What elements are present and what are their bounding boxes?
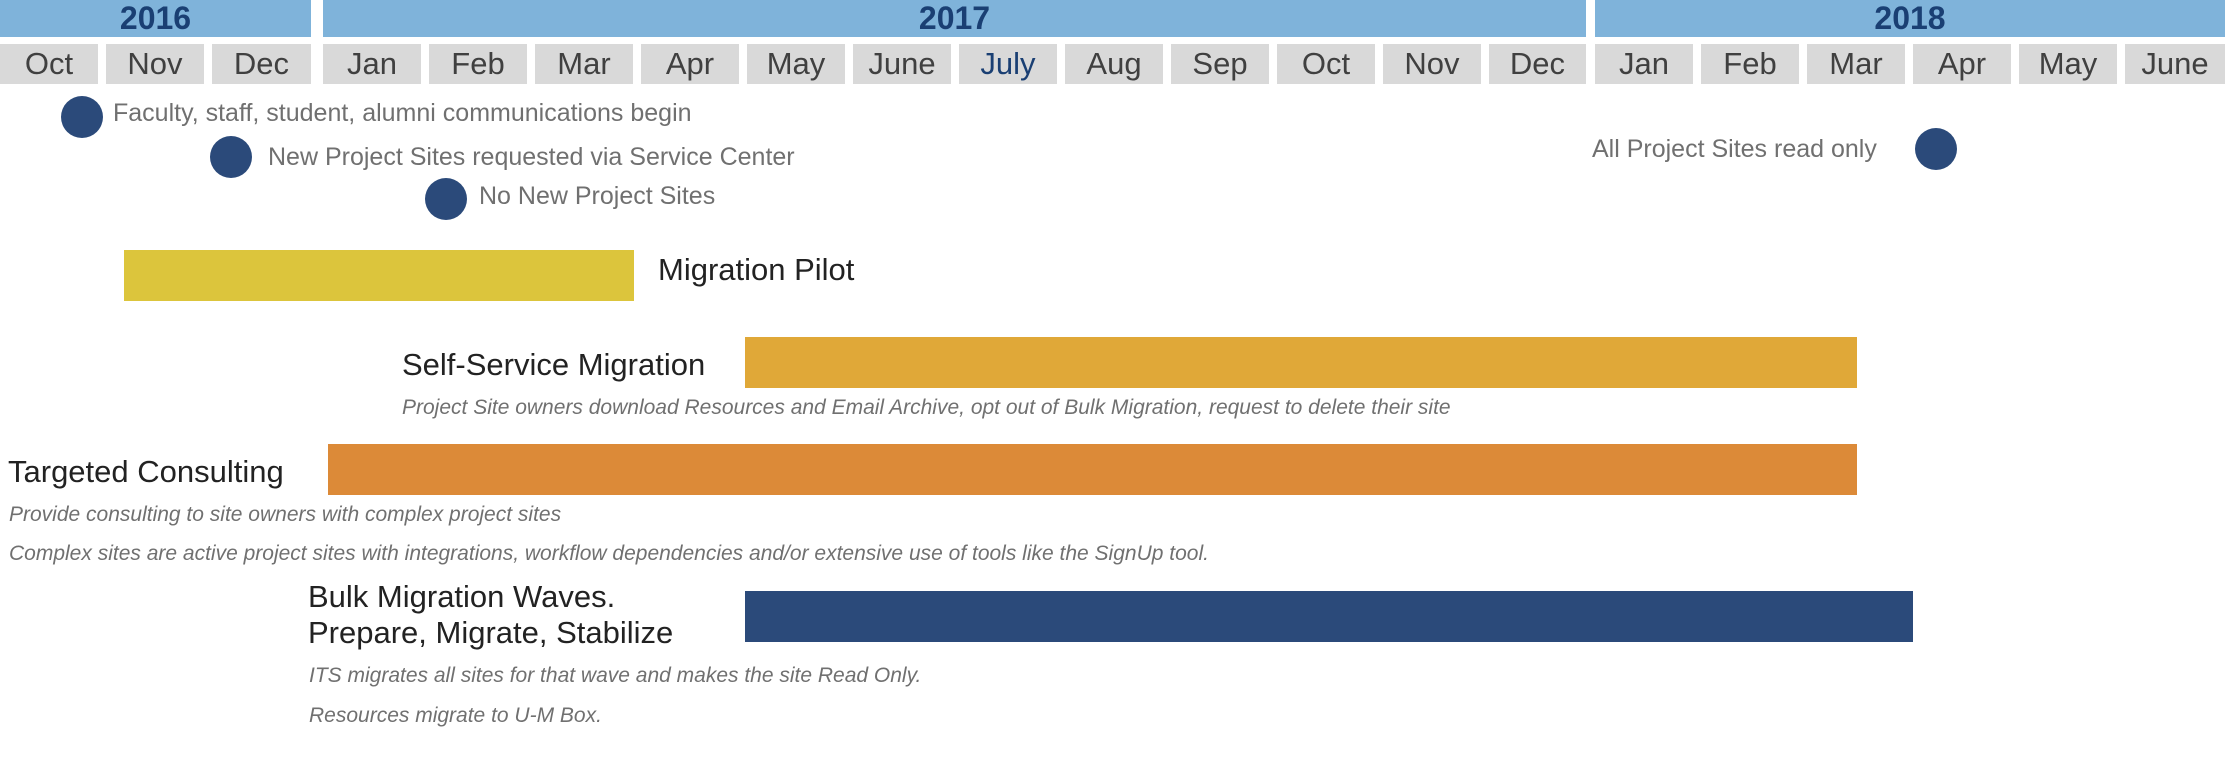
- milestone-no-new-sites-text: No New Project Sites: [479, 182, 716, 210]
- targeted-consulting-label: Targeted Consulting: [8, 454, 284, 489]
- year-label: 2017: [918, 0, 991, 36]
- self-service-label: Self-Service Migration: [402, 347, 706, 382]
- milestone-dot: [1915, 128, 1957, 170]
- year-label: 2016: [119, 0, 192, 36]
- month-cell: May: [747, 44, 845, 84]
- year-label: 2018: [1874, 0, 1946, 36]
- month-cell: Nov: [106, 44, 204, 84]
- month-cell: June: [853, 44, 951, 84]
- milestone-communications-text: Faculty, staff, student, alumni communic…: [113, 99, 692, 127]
- milestone-dot: [61, 96, 103, 138]
- month-cell: Jan: [1595, 44, 1693, 84]
- self-service-bar: [745, 337, 1857, 388]
- year-2017: 2017: [323, 0, 1586, 37]
- month-cell: June: [2125, 44, 2225, 84]
- bulk-migration-label-line1: Bulk Migration Waves.: [308, 579, 616, 614]
- month-cell: Apr: [1913, 44, 2011, 84]
- migration-pilot-label: Migration Pilot: [658, 252, 855, 287]
- migration-pilot-bar: [124, 250, 634, 301]
- targeted-consulting-bar: [328, 444, 1857, 495]
- month-cell: Apr: [641, 44, 739, 84]
- consulting-note-1: Provide consulting to site owners with c…: [9, 503, 562, 526]
- month-cell: Nov: [1383, 44, 1481, 84]
- month-cell: Sep: [1171, 44, 1269, 84]
- month-cell-highlighted: July: [959, 44, 1057, 84]
- month-cell: Jan: [323, 44, 421, 84]
- month-cell: Mar: [1807, 44, 1905, 84]
- month-cell: May: [2019, 44, 2117, 84]
- month-cell: Mar: [535, 44, 633, 84]
- month-cell: Oct: [1277, 44, 1375, 84]
- milestone-dot: [210, 136, 252, 178]
- year-2016: 2016: [0, 0, 311, 37]
- self-service-note: Project Site owners download Resources a…: [402, 396, 1451, 419]
- milestone-read-only-text: All Project Sites read only: [1592, 135, 1877, 163]
- month-cell: Dec: [1489, 44, 1586, 84]
- month-cell: Aug: [1065, 44, 1163, 84]
- month-cell: Dec: [212, 44, 311, 84]
- milestone-service-center-text: New Project Sites requested via Service …: [268, 143, 795, 171]
- bulk-note-2: Resources migrate to U-M Box.: [309, 704, 602, 727]
- bulk-migration-label-line2: Prepare, Migrate, Stabilize: [308, 615, 674, 650]
- month-cell: Oct: [0, 44, 98, 84]
- bulk-migration-bar: [745, 591, 1913, 642]
- month-cell: Feb: [429, 44, 527, 84]
- consulting-note-2: Complex sites are active project sites w…: [9, 542, 1209, 565]
- month-cell: Feb: [1701, 44, 1799, 84]
- milestone-dot: [425, 178, 467, 220]
- year-2018: 2018: [1595, 0, 2225, 37]
- bulk-note-1: ITS migrates all sites for that wave and…: [309, 664, 922, 687]
